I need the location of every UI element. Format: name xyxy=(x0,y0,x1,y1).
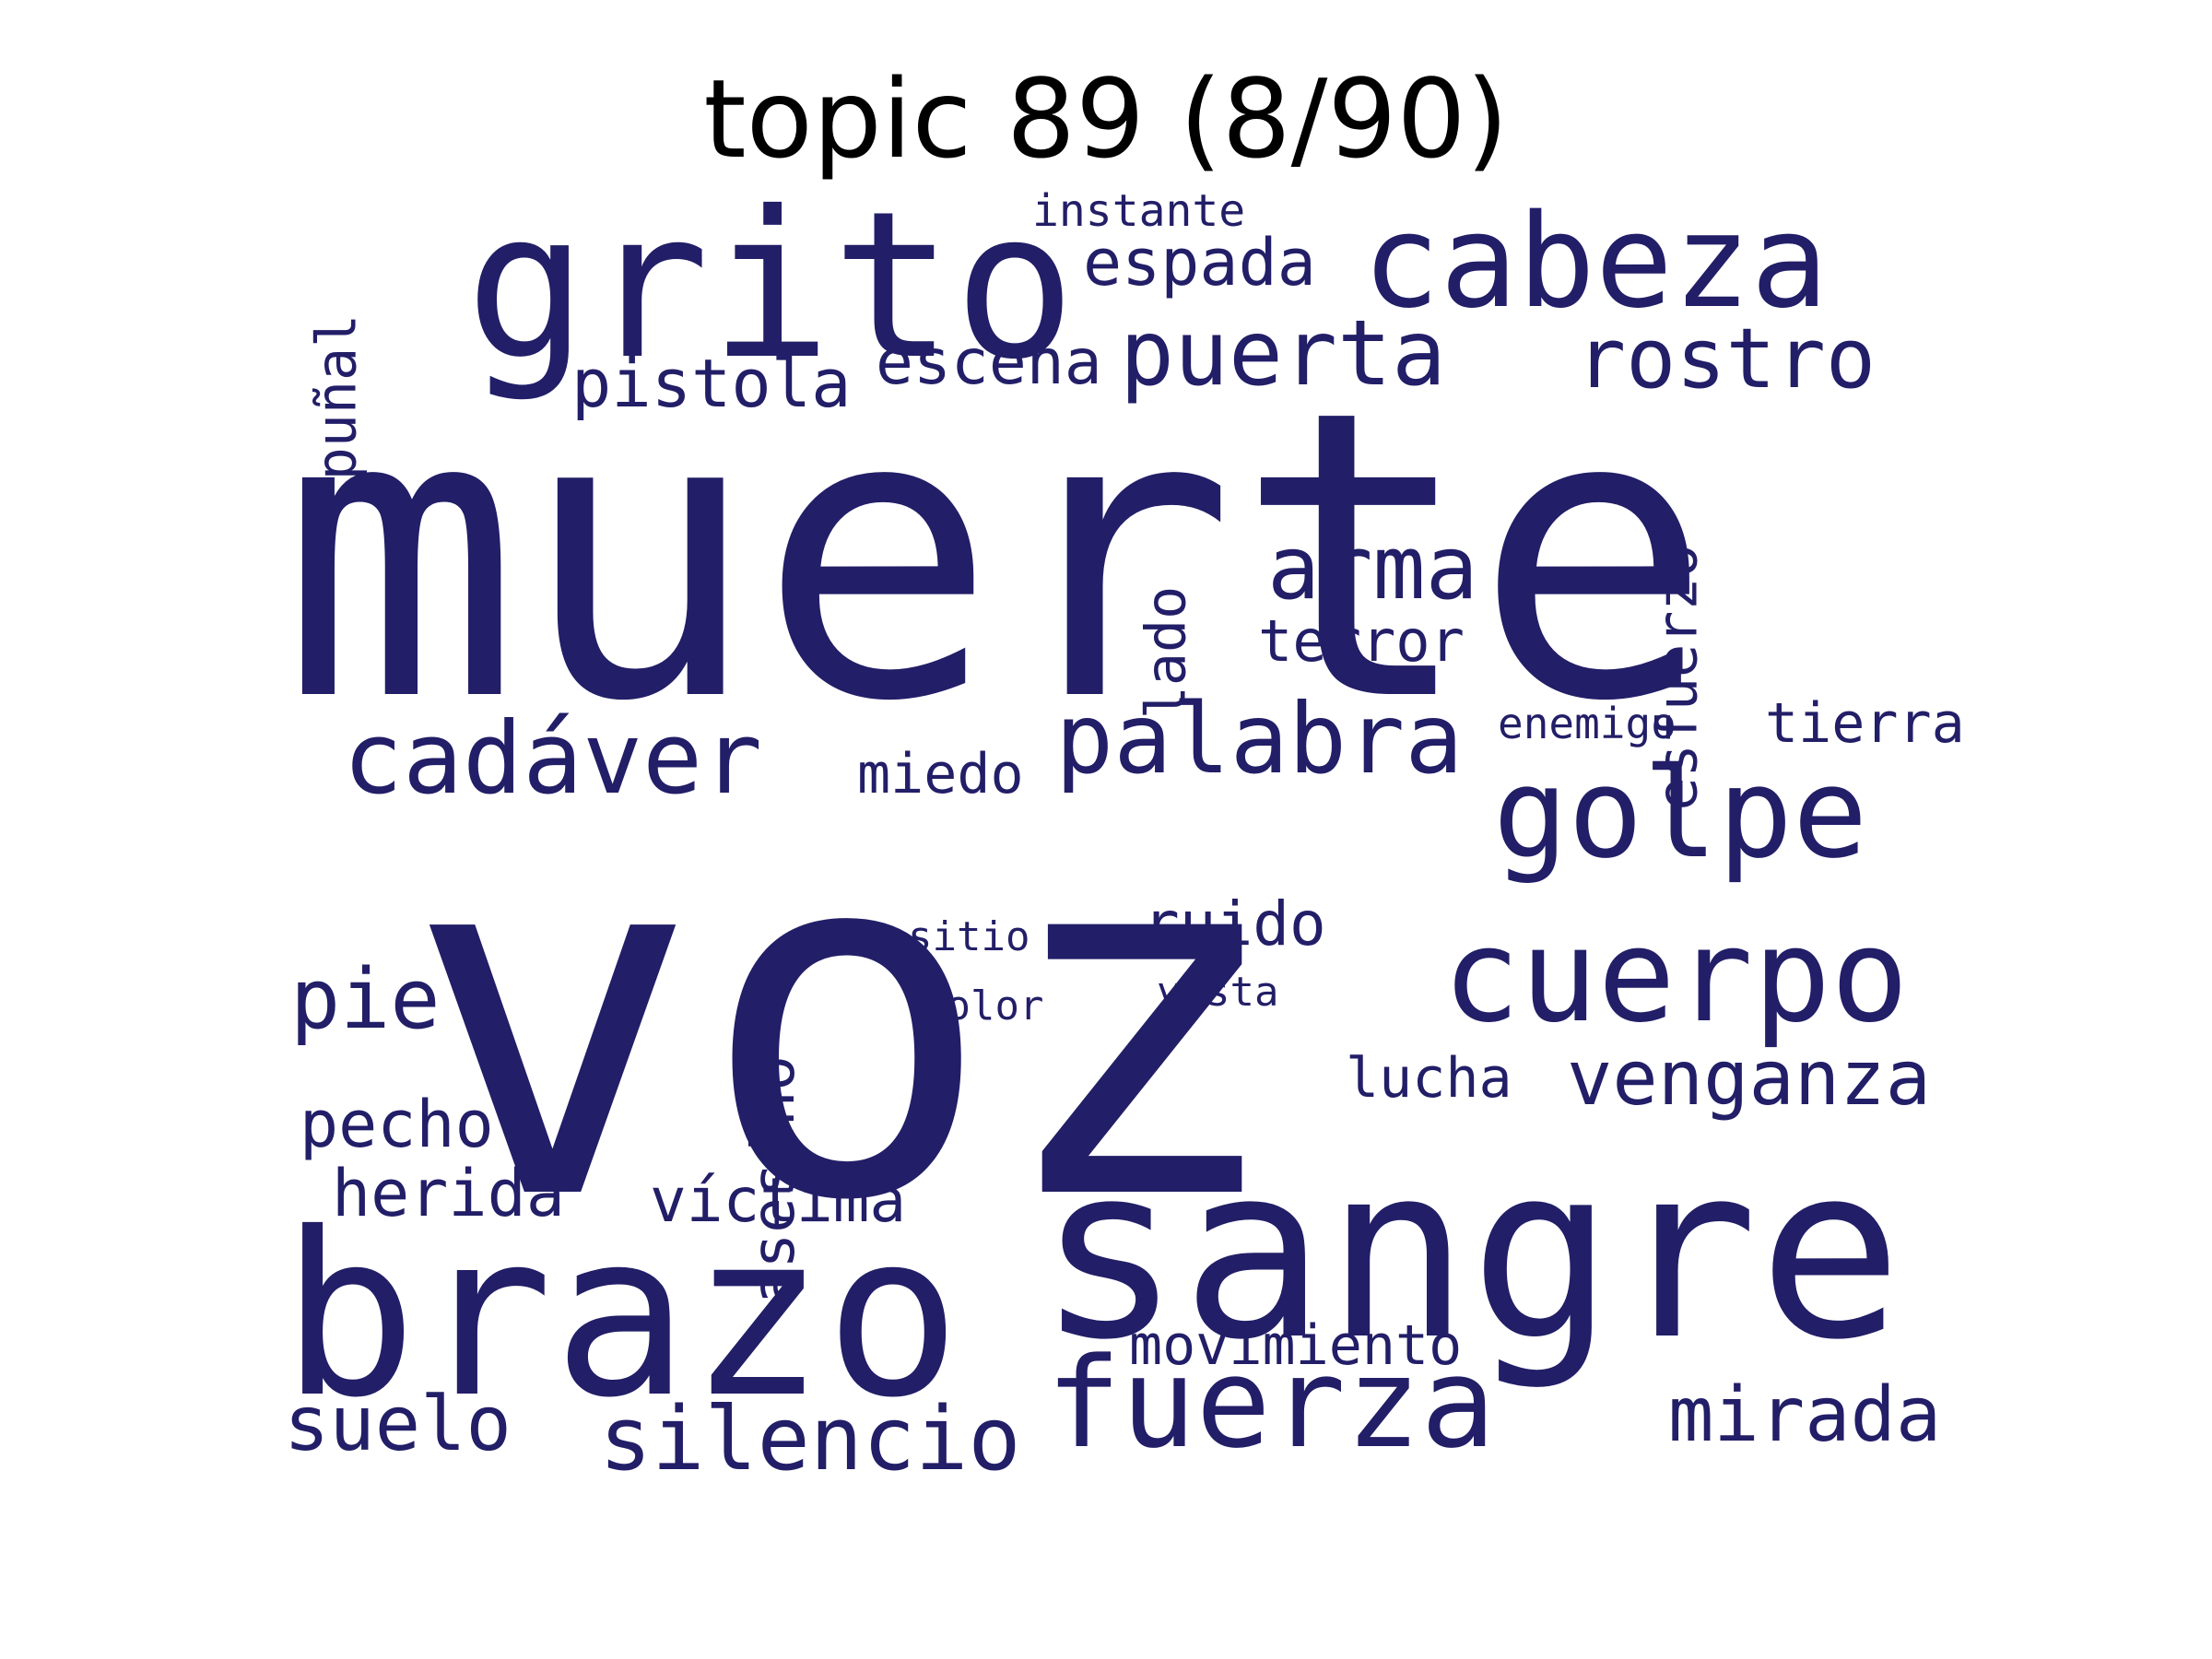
cloud-word-tierra: tierra xyxy=(1765,691,1965,756)
cloud-word-dolor: dolor xyxy=(922,982,1044,1030)
cloud-word-rostro: rostro xyxy=(1576,311,1877,407)
cloud-word-golpe: golpe xyxy=(1493,741,1868,886)
cloud-word-suelo: suelo xyxy=(284,1381,512,1468)
cloud-word-sangre: sangre xyxy=(1037,1114,1903,1393)
cloud-word-herida: herida xyxy=(332,1156,565,1231)
cloud-word-pecho: pecho xyxy=(300,1087,494,1162)
cloud-word-miedo: miedo xyxy=(857,742,1024,806)
cloud-word-arma: arma xyxy=(1267,518,1478,619)
cloud-word-vista: vista xyxy=(1157,969,1279,1016)
cloud-word-esfuerzo: esfuerzo xyxy=(1644,544,1710,810)
cloud-word-punal: puñal xyxy=(303,313,369,480)
cloud-word-victima: víctima xyxy=(650,1165,907,1236)
cloud-word-sitio: sitio xyxy=(908,913,1030,960)
cloud-word-enemigo: enemigo xyxy=(1498,699,1677,748)
figure-title: topic 89 (8/90) xyxy=(703,55,1509,182)
cloud-word-mirada: mirada xyxy=(1668,1371,1942,1459)
cloud-word-muerte: muerte xyxy=(281,327,1713,788)
cloud-word-grito: grito xyxy=(465,168,1077,404)
cloud-word-palabra: palabra xyxy=(1055,683,1464,795)
cloud-word-instante: instante xyxy=(1032,185,1246,237)
cloud-word-movimiento: movimiento xyxy=(1129,1313,1463,1378)
cloud-word-espada: espada xyxy=(1083,225,1316,300)
cloud-word-cabeza: cabeza xyxy=(1362,187,1829,337)
cloud-word-ruido: ruido xyxy=(1143,888,1326,959)
cloud-word-venganza: venganza xyxy=(1567,1035,1931,1123)
cloud-word-pistola: pistola xyxy=(571,345,852,422)
cloud-word-silencio: silencio xyxy=(599,1389,1021,1490)
cloud-word-brazo: brazo xyxy=(281,1184,961,1447)
cloud-word-terror: terror xyxy=(1258,607,1465,675)
cloud-word-lucha: lucha xyxy=(1346,1046,1512,1111)
cloud-word-fuerza: fuerza xyxy=(1046,1331,1496,1476)
cloud-word-lado: lado xyxy=(1133,585,1198,719)
cloud-word-cuerpo: cuerpo xyxy=(1442,901,1909,1052)
cloud-word-pie: pie xyxy=(290,951,441,1048)
cloud-word-puerta: puerta xyxy=(1120,301,1447,406)
cloud-word-cadaver: cadáver xyxy=(343,701,763,817)
cloud-word-escena: escena xyxy=(876,326,1102,399)
cloud-word-asesino: asesino xyxy=(739,1055,808,1304)
cloud-word-voz: voz xyxy=(406,738,1288,1307)
